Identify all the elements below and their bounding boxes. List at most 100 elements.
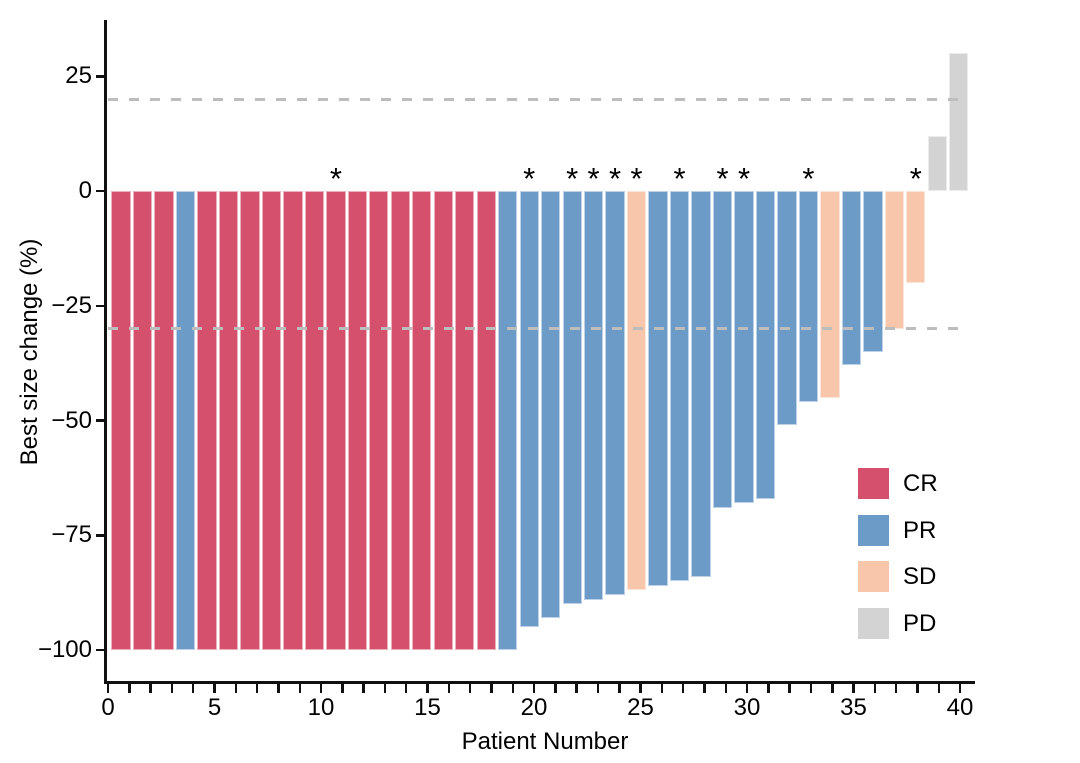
bar-patient-18 — [476, 191, 496, 650]
x-tick-33 — [809, 684, 813, 693]
bar-patient-1 — [111, 191, 131, 650]
bar-patient-28 — [691, 191, 711, 577]
x-tick-6 — [234, 684, 238, 693]
x-tick-2 — [149, 684, 152, 693]
x-tick-3 — [170, 684, 174, 693]
x-tick-17 — [468, 684, 472, 693]
x-tick-31 — [767, 684, 770, 693]
asterisk-marker-patient-29: * — [716, 161, 729, 196]
legend-label-sd: SD — [903, 563, 937, 590]
x-tick-24 — [618, 684, 621, 693]
y-tick-label--50: −50 — [51, 406, 92, 434]
reference-line-20 — [108, 97, 968, 101]
x-tick-label-5: 5 — [207, 694, 222, 721]
bar-patient-10 — [304, 191, 325, 650]
asterisk-marker-patient-20: * — [523, 161, 536, 196]
y-tick-label--75: −75 — [51, 521, 92, 549]
asterisk-marker-patient-30: * — [737, 161, 751, 196]
x-tick-5 — [213, 684, 216, 693]
bar-patient-23 — [583, 191, 604, 600]
x-axis-line — [104, 681, 975, 684]
x-tick-27 — [681, 684, 685, 693]
asterisk-marker-patient-33: * — [802, 161, 815, 196]
x-tick-label-25: 25 — [627, 694, 654, 721]
bar-patient-29 — [712, 191, 733, 508]
x-tick-label-35: 35 — [840, 694, 867, 721]
x-tick-35 — [852, 684, 855, 693]
x-tick-13 — [383, 684, 387, 693]
bar-patient-27 — [669, 191, 690, 582]
x-tick-29 — [724, 684, 727, 693]
bar-patient-14 — [390, 191, 410, 650]
x-tick-34 — [831, 684, 834, 693]
x-tick-10 — [319, 684, 323, 693]
x-tick-11 — [341, 684, 344, 693]
y-tick-0 — [96, 189, 105, 193]
bar-patient-30 — [734, 191, 754, 504]
x-tick-30 — [745, 684, 749, 693]
asterisk-marker-patient-38: * — [909, 161, 922, 196]
bar-patient-25 — [626, 191, 647, 591]
asterisk-marker-patient-11: * — [329, 161, 342, 196]
asterisk-marker-patient-22: * — [566, 161, 579, 196]
y-tick-label--25: −25 — [51, 291, 92, 319]
bar-patient-22 — [562, 191, 582, 605]
legend-label-cr: CR — [903, 470, 938, 497]
x-tick-8 — [277, 684, 280, 693]
x-tick-39 — [937, 684, 940, 693]
x-tick-37 — [894, 684, 898, 693]
bar-patient-4 — [175, 191, 196, 650]
reference-line--30 — [108, 327, 968, 331]
bar-patient-32 — [777, 191, 797, 426]
legend-swatch-sd — [858, 561, 889, 592]
x-tick-7 — [255, 684, 259, 693]
bar-patient-37 — [884, 191, 905, 329]
bar-patient-21 — [541, 191, 561, 618]
y-tick-25 — [96, 75, 105, 78]
bar-patient-13 — [369, 191, 389, 650]
asterisk-marker-patient-27: * — [673, 161, 686, 196]
y-axis-line — [104, 20, 107, 684]
bar-patient-38 — [906, 191, 926, 283]
y-tick-label-25: 25 — [65, 62, 92, 90]
x-tick-label-0: 0 — [101, 694, 115, 721]
y-tick--100 — [96, 648, 105, 652]
bar-patient-39 — [927, 135, 947, 191]
x-tick-label-30: 30 — [733, 694, 761, 721]
x-tick-label-15: 15 — [414, 694, 441, 721]
y-tick--50 — [96, 419, 105, 422]
bar-patient-35 — [841, 191, 862, 366]
bar-patient-33 — [798, 191, 819, 403]
x-tick-19 — [511, 684, 514, 693]
bar-patient-3 — [154, 191, 174, 650]
x-tick-25 — [639, 684, 642, 693]
x-tick-40 — [958, 684, 962, 693]
x-tick-32 — [788, 684, 791, 693]
bar-patient-17 — [455, 191, 475, 650]
x-tick-36 — [873, 684, 877, 693]
x-tick-22 — [575, 684, 578, 693]
x-tick-21 — [554, 684, 557, 693]
bar-patient-26 — [648, 191, 668, 586]
x-tick-26 — [660, 684, 664, 693]
x-tick-15 — [426, 684, 429, 693]
legend-swatch-cr — [858, 468, 889, 499]
bar-patient-24 — [605, 191, 625, 595]
legend-label-pd: PD — [903, 609, 937, 637]
x-tick-20 — [532, 684, 536, 693]
bar-patient-34 — [820, 191, 840, 398]
x-tick-label-20: 20 — [520, 694, 548, 721]
x-tick-28 — [703, 684, 706, 693]
x-tick-label-40: 40 — [946, 694, 974, 721]
x-tick-16 — [447, 684, 451, 693]
bar-patient-15 — [412, 191, 432, 650]
bar-patient-36 — [863, 191, 883, 352]
bar-patient-2 — [132, 191, 153, 650]
x-tick-23 — [596, 684, 600, 693]
x-tick-14 — [404, 684, 408, 693]
bar-patient-31 — [755, 191, 776, 499]
bar-patient-7 — [240, 191, 260, 650]
bar-patient-5 — [197, 191, 217, 650]
bar-patient-9 — [283, 191, 303, 650]
